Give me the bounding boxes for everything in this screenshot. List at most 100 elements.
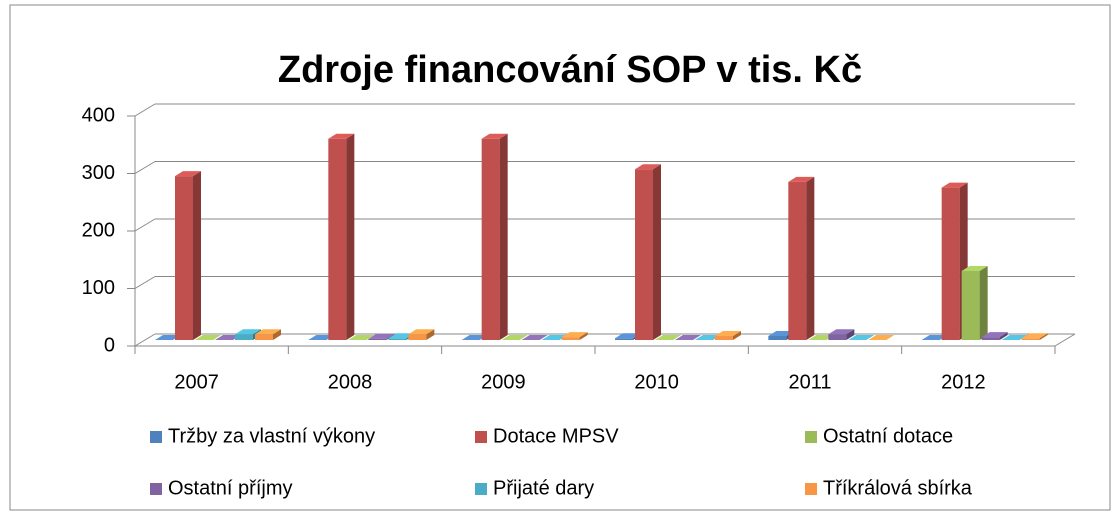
x-tick-label: 2009	[481, 371, 526, 393]
bar	[481, 133, 508, 340]
bar-top	[195, 335, 221, 340]
bar-top	[655, 335, 681, 340]
bar-front	[981, 337, 1000, 340]
bar-front	[635, 169, 653, 340]
x-tick-label: 2010	[634, 371, 679, 393]
x-tick-label: 2008	[328, 371, 373, 393]
bar	[521, 335, 548, 340]
grid-line-side	[134, 103, 156, 117]
bar	[308, 335, 335, 340]
bar-top	[921, 335, 948, 340]
bar-side	[1039, 333, 1048, 340]
bar-top	[215, 335, 241, 340]
bar	[675, 335, 701, 340]
bar-front	[481, 138, 500, 340]
legend-swatch	[475, 483, 487, 495]
y-tick-label: 200	[82, 219, 115, 241]
bar-top	[1021, 333, 1048, 339]
bar-top	[848, 335, 875, 340]
bar-top	[461, 335, 488, 340]
bar-top	[408, 329, 435, 335]
y-tick-label: 400	[82, 104, 115, 126]
bar-top	[235, 329, 261, 335]
bar	[155, 335, 181, 340]
bar	[655, 335, 681, 340]
bar-side	[426, 329, 435, 340]
bar-top	[308, 335, 335, 340]
bar-front	[1021, 338, 1040, 340]
x-tick-label: 2011	[788, 371, 831, 393]
bar-top	[328, 133, 355, 139]
bar-top	[388, 333, 415, 339]
bar	[921, 335, 948, 340]
bar-top	[961, 266, 988, 271]
bar-front	[388, 338, 407, 340]
bar-side	[653, 164, 661, 340]
bar-side	[193, 171, 201, 340]
bar-side	[346, 133, 355, 340]
bar	[695, 335, 721, 340]
bar-top	[1001, 335, 1028, 340]
bar	[808, 335, 835, 340]
bar-top	[768, 330, 795, 336]
grid-line-side	[134, 218, 156, 232]
bar-side	[979, 266, 988, 340]
bar-top	[368, 333, 395, 339]
bar-top	[788, 176, 815, 182]
legend-swatch	[805, 431, 817, 443]
bar-top	[541, 335, 568, 340]
bar-front	[615, 338, 633, 340]
bar	[501, 335, 528, 340]
legend-label: Ostatní dotace	[823, 425, 953, 447]
bar-top	[521, 335, 548, 340]
y-tick-label: 100	[82, 277, 115, 299]
bar-front	[788, 181, 807, 340]
bar-top	[635, 164, 661, 170]
bar	[541, 335, 568, 340]
bar-front	[408, 334, 427, 340]
x-tick-label: 2007	[174, 371, 219, 393]
bar	[848, 335, 875, 340]
bar	[1001, 335, 1028, 340]
legend-label: Tříkrálová sbírka	[823, 477, 973, 499]
legend-label: Tržby za vlastní výkony	[168, 425, 375, 447]
bar	[788, 176, 815, 340]
bar-top	[981, 332, 1008, 338]
bar-top	[941, 182, 968, 188]
legend-label: Ostatní příjmy	[168, 477, 292, 499]
bar-side	[499, 133, 508, 340]
bar-top	[561, 332, 588, 338]
grid-line-side	[134, 276, 156, 289]
bar-top	[481, 133, 508, 139]
bar	[981, 332, 1008, 340]
bar-top	[175, 171, 201, 177]
bar-top	[155, 335, 181, 340]
legend-swatch	[150, 483, 162, 495]
legend-swatch	[805, 483, 817, 495]
bar-top	[868, 335, 895, 340]
bar	[215, 335, 241, 340]
legend-label: Přijaté dary	[493, 477, 594, 499]
bar-front	[828, 334, 847, 340]
bar-top	[615, 333, 641, 339]
bar-front	[175, 176, 193, 340]
bar	[828, 329, 855, 340]
grid-line-side	[134, 333, 156, 347]
bar-top	[695, 335, 721, 340]
bar-front	[328, 138, 347, 340]
bar	[461, 335, 488, 340]
bar-side	[846, 329, 855, 340]
grid-line-side	[134, 161, 156, 174]
bar-front	[255, 334, 273, 340]
bar-side	[579, 332, 588, 340]
bar	[195, 335, 221, 340]
bar	[328, 133, 355, 340]
y-tick-label: 300	[82, 162, 115, 184]
chart-title: Zdroje financování SOP v tis. Kč	[278, 49, 862, 91]
x-tick-label: 2012	[941, 371, 986, 393]
bar-top	[675, 335, 701, 340]
bar-side	[999, 332, 1008, 340]
legend-label: Dotace MPSV	[493, 425, 619, 447]
bar	[255, 329, 281, 340]
